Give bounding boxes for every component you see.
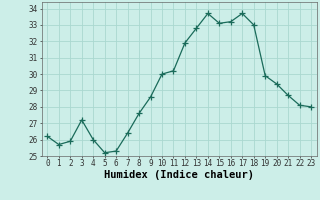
X-axis label: Humidex (Indice chaleur): Humidex (Indice chaleur) — [104, 170, 254, 180]
